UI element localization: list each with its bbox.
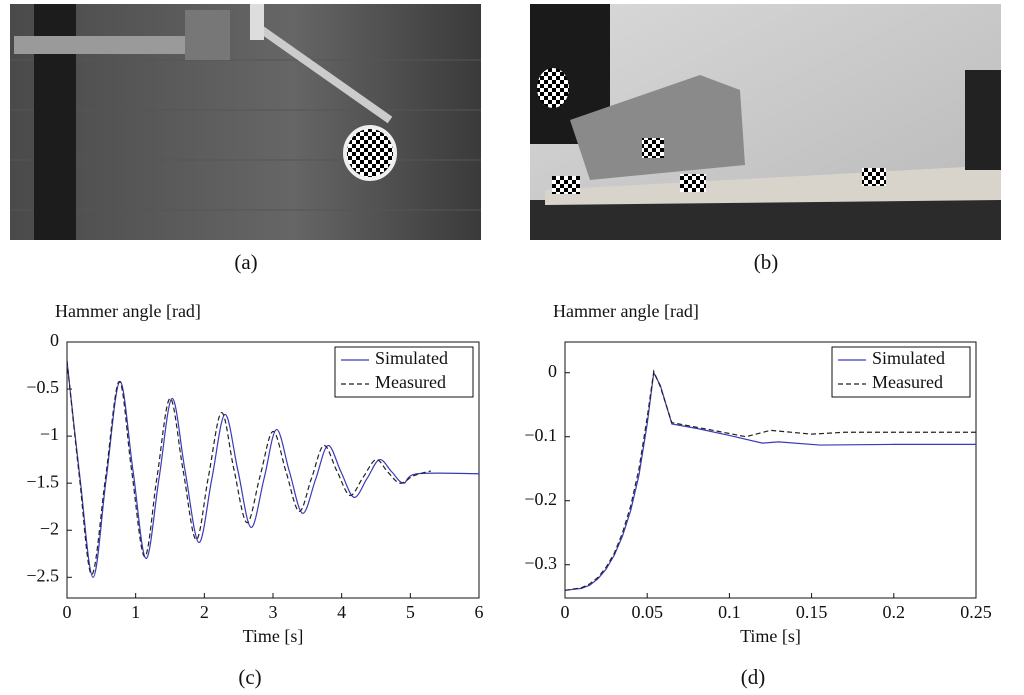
x-axis-label: Time [s] — [740, 626, 801, 646]
legend-label: Simulated — [872, 348, 945, 368]
x-tick-label: 3 — [269, 602, 278, 622]
legend-label: Simulated — [375, 348, 448, 368]
x-tick-label: 0.15 — [796, 602, 828, 622]
y-tick-label: −2 — [40, 518, 59, 538]
x-tick-label: 2 — [200, 602, 209, 622]
x-tick-label: 6 — [475, 602, 484, 622]
photo-b — [530, 4, 1001, 240]
x-tick-label: 5 — [406, 602, 415, 622]
x-tick-label: 0.25 — [960, 602, 992, 622]
x-tick-label: 0.2 — [883, 602, 906, 622]
y-axis-label: Hammer angle [rad] — [553, 301, 699, 321]
x-tick-label: 0 — [63, 602, 72, 622]
legend-label: Measured — [375, 372, 446, 392]
x-tick-label: 0.05 — [631, 602, 663, 622]
data-line — [564, 369, 976, 591]
x-tick-label: 4 — [337, 602, 346, 622]
caption: (c) — [238, 665, 261, 689]
y-tick-label: −0.5 — [26, 377, 59, 397]
legend-box — [831, 346, 971, 398]
photo-a — [10, 4, 481, 240]
data-line — [66, 360, 432, 576]
legend-box — [334, 346, 474, 398]
y-axis-label: Hammer angle [rad] — [55, 301, 201, 321]
plot-frame — [564, 341, 977, 599]
y-tick-label: −0.3 — [524, 553, 557, 573]
caption: (b) — [754, 250, 779, 274]
y-tick-label: −1.5 — [26, 471, 59, 491]
x-axis-label: Time [s] — [243, 626, 304, 646]
y-tick-label: −0.2 — [524, 489, 557, 509]
y-tick-label: 0 — [548, 361, 557, 381]
data-line — [564, 370, 976, 591]
x-tick-label: 0.1 — [718, 602, 741, 622]
y-tick-label: −2.5 — [26, 565, 59, 585]
caption: (a) — [234, 250, 257, 274]
y-tick-label: −0.1 — [524, 425, 557, 445]
x-tick-label: 0 — [561, 602, 570, 622]
x-tick-label: 1 — [131, 602, 140, 622]
caption: (d) — [741, 665, 766, 689]
legend-label: Measured — [872, 372, 943, 392]
y-tick-label: 0 — [50, 330, 59, 350]
y-tick-label: −1 — [40, 424, 59, 444]
